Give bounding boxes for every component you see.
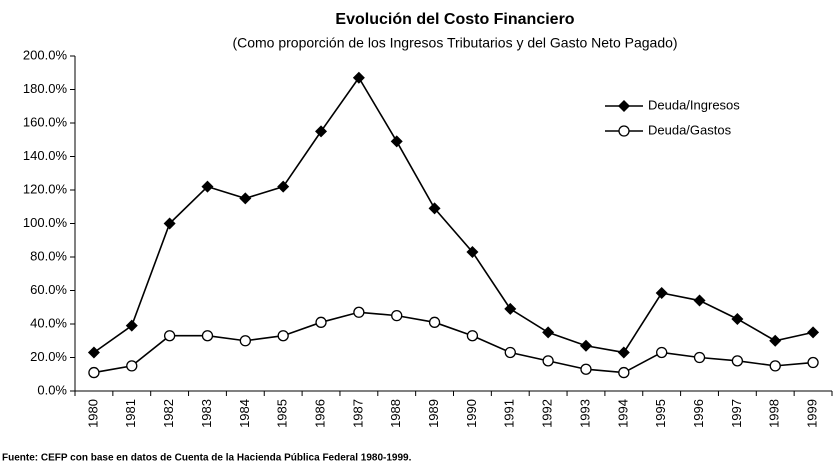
chart-title: Evolución del Costo Financiero — [335, 11, 574, 28]
x-tick-label: 1985 — [275, 399, 290, 428]
data-point — [542, 355, 554, 367]
data-point — [504, 346, 516, 359]
data-point — [239, 192, 252, 205]
data-point — [201, 330, 214, 342]
data-point — [731, 312, 744, 325]
x-tick-label: 1987 — [350, 399, 365, 428]
y-tick-label: 180.0% — [23, 81, 68, 96]
series-line — [93, 311, 814, 374]
y-tick-label: 120.0% — [23, 181, 68, 196]
x-tick-label: 1997 — [729, 399, 744, 428]
data-point — [315, 316, 327, 328]
y-tick-label: 160.0% — [23, 114, 68, 129]
data-point — [504, 302, 517, 315]
x-tick-label: 1981 — [123, 399, 138, 428]
data-point — [428, 202, 441, 215]
data-point — [580, 363, 592, 375]
data-point — [352, 71, 365, 84]
data-point — [163, 330, 176, 342]
data-point — [125, 319, 138, 332]
data-point — [201, 180, 214, 193]
y-tick-label: 0.0% — [37, 382, 67, 397]
y-tick-label: 40.0% — [30, 315, 67, 330]
data-point — [693, 351, 706, 364]
x-tick-label: 1998 — [767, 399, 782, 428]
data-point — [466, 330, 479, 342]
data-point — [617, 346, 630, 359]
data-point — [731, 355, 744, 367]
y-tick-label: 20.0% — [30, 349, 67, 364]
x-tick-label: 1994 — [615, 399, 630, 428]
x-tick-label: 1991 — [502, 399, 517, 428]
data-point — [239, 335, 251, 347]
data-point — [315, 125, 328, 138]
data-point — [428, 316, 441, 328]
x-tick-label: 1988 — [388, 399, 403, 428]
x-tick-label: 1982 — [161, 399, 176, 428]
data-point — [391, 309, 403, 322]
data-point — [277, 330, 289, 342]
data-point — [88, 366, 100, 379]
x-tick-label: 1993 — [577, 399, 592, 428]
data-point — [579, 339, 592, 352]
x-tick-label: 1999 — [805, 399, 820, 428]
y-tick-label: 200.0% — [23, 47, 68, 62]
y-tick-label: 80.0% — [30, 248, 67, 263]
x-tick-label: 1996 — [691, 399, 706, 428]
data-point — [542, 326, 555, 339]
data-point — [807, 326, 820, 339]
data-point — [126, 360, 138, 372]
data-point — [277, 180, 290, 193]
data-point — [693, 294, 706, 307]
x-tick-label: 1995 — [653, 399, 668, 428]
data-point — [656, 346, 668, 359]
y-tick-label: 100.0% — [23, 215, 68, 230]
x-tick-label: 1989 — [426, 399, 441, 428]
x-tick-label: 1984 — [237, 399, 252, 428]
data-point — [769, 360, 781, 372]
data-point — [466, 245, 479, 258]
data-point — [353, 306, 365, 318]
x-tick-label: 1992 — [540, 399, 555, 428]
data-point — [390, 135, 403, 148]
data-point — [87, 346, 100, 359]
data-point — [163, 217, 176, 230]
legend-marker — [618, 125, 630, 137]
x-tick-label: 1980 — [85, 399, 100, 428]
chart-subtitle: (Como proporción de los Ingresos Tributa… — [232, 35, 677, 51]
y-tick-label: 60.0% — [30, 282, 67, 297]
x-tick-label: 1983 — [199, 399, 214, 428]
data-point — [655, 287, 668, 300]
source-note: Fuente: CEFP con base en datos de Cuenta… — [2, 453, 412, 464]
legend-label: Deuda/Ingresos — [648, 97, 740, 112]
x-tick-label: 1986 — [312, 399, 327, 428]
data-point — [618, 366, 630, 379]
legend-label: Deuda/Gastos — [648, 122, 732, 137]
data-point — [807, 356, 819, 369]
x-tick-label: 1990 — [464, 399, 479, 428]
data-point — [769, 334, 782, 347]
legend-marker — [618, 100, 630, 112]
y-tick-label: 140.0% — [23, 148, 68, 163]
series-line — [93, 76, 814, 354]
